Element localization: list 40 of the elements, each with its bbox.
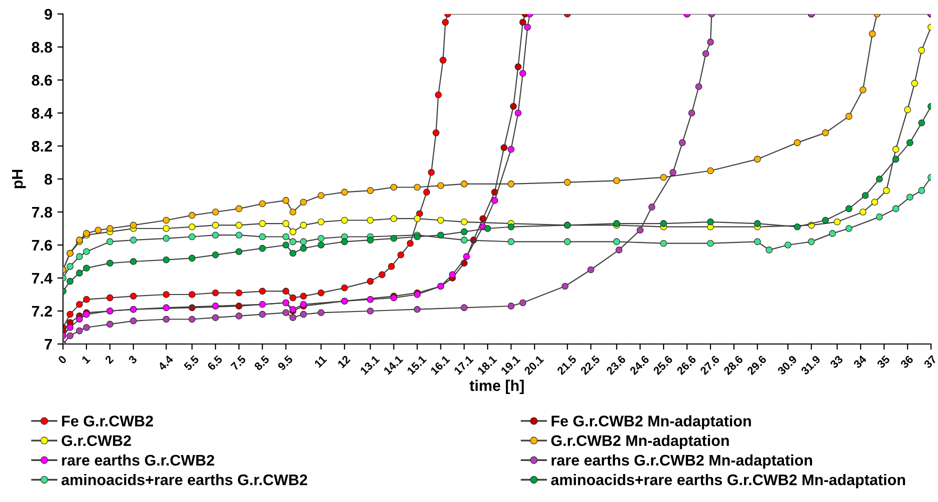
y-tick-label: 7	[44, 339, 52, 350]
legend-label: G.r.CWB2 Mn-adaptation	[551, 434, 729, 450]
x-tick-label: 3	[128, 354, 138, 364]
x-tick-label: 6.5	[206, 354, 223, 371]
x-tick-label: 2	[104, 354, 114, 364]
y-tick-label: 7.8	[32, 206, 52, 218]
x-tick-label: 33	[830, 354, 844, 369]
x-axis-title: time [h]	[470, 380, 524, 394]
legend-label: rare earths G.r.CWB2 Mn-adaptation	[552, 454, 812, 469]
x-tick-label: 8.5	[254, 354, 270, 371]
x-tick-label: 7.5	[230, 354, 246, 371]
y-axis-title: pH	[12, 170, 26, 188]
x-tick-label: 11	[314, 354, 328, 368]
x-tick-label: 0	[58, 354, 67, 364]
legend-label: aminoacids+rare earths G.r.CWB2 Mn-adaptation	[551, 474, 906, 488]
x-tick-label: 35	[876, 354, 890, 369]
y-tick-label: 8.4	[32, 108, 53, 119]
x-tick-label: 31.9	[800, 354, 821, 376]
x-tick-label: 34	[852, 354, 868, 369]
y-tick-label: 7.2	[32, 306, 52, 317]
legend-label: Fe G.r.CWB2	[62, 416, 154, 426]
x-tick-label: 9.5	[277, 354, 294, 371]
x-tick-label: 1	[81, 354, 90, 364]
y-tick-label: 9	[44, 8, 52, 20]
y-tick-label: 7.4	[32, 273, 53, 284]
x-tick-label: 30.9	[776, 354, 798, 376]
x-tick-label: 5.5	[183, 354, 200, 371]
x-tick-label: 37	[923, 354, 938, 369]
legend-label: aminoacids+rare earths G.r.CWB2	[62, 474, 308, 486]
y-tick-label: 7.6	[32, 240, 52, 251]
legend-label: G.r.CWB2	[62, 435, 131, 446]
x-tick-label: 12	[337, 354, 351, 368]
x-tick-label: 4.4	[158, 354, 174, 371]
y-tick-label: 8	[44, 174, 52, 185]
legend-label: rare earths G.r.CWB2	[62, 454, 214, 466]
x-tick-label: 36	[900, 354, 914, 369]
y-tick-label: 8.6	[32, 74, 52, 86]
legend-label: Fe G.r.CWB2 Mn-adaptation	[552, 415, 751, 430]
y-tick-label: 8.8	[32, 42, 52, 53]
y-tick-label: 8.2	[32, 140, 52, 152]
